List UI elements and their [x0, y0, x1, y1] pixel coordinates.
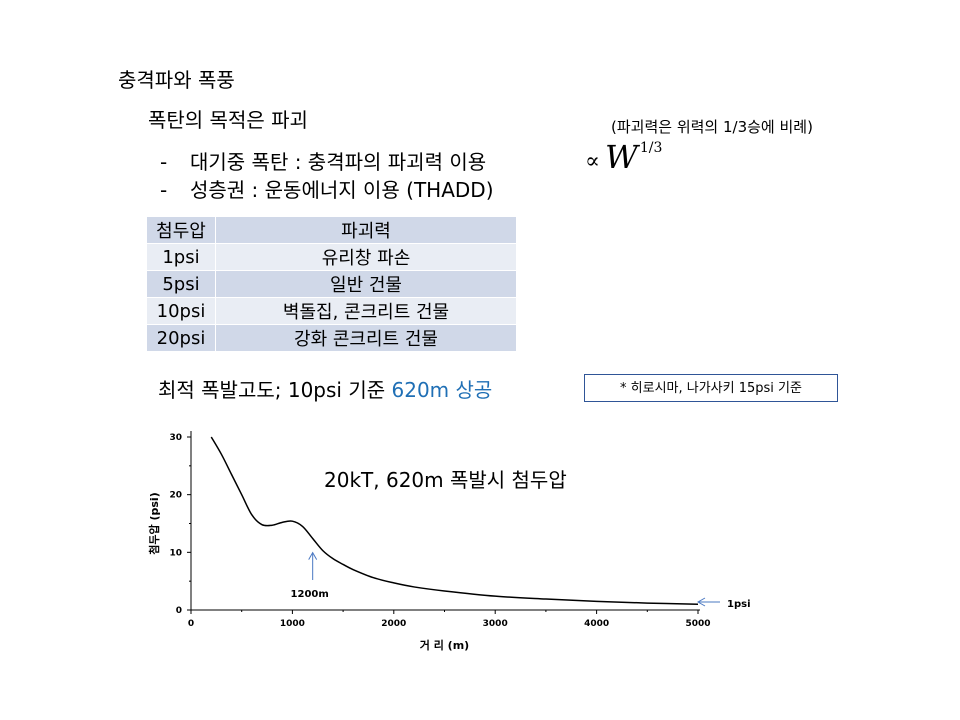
- x-tick-label: 5000: [685, 619, 710, 629]
- chart-annotations: 1200m 1psi: [291, 551, 751, 610]
- bullet-dash: -: [160, 150, 168, 174]
- bullet-item: - 성층권 : 운동에너지 이용 (THADD): [160, 174, 494, 203]
- annotation-arrowhead: [696, 597, 706, 607]
- chart-title: 20kT, 620m 폭발시 첨두압: [324, 468, 567, 492]
- bullet-dash: -: [160, 178, 168, 202]
- bullet-text: 대기중 폭탄 : 충격파의 파괴력 이용: [190, 150, 487, 174]
- annotation-label: 1200m: [291, 589, 329, 600]
- y-tick-label: 10: [169, 548, 182, 558]
- formula-base: W: [604, 138, 638, 176]
- x-tick-label: 4000: [584, 619, 609, 629]
- y-ticks: 0 10 20 30: [169, 433, 191, 616]
- y-tick-label: 30: [169, 433, 182, 443]
- proportion-note: (파괴력은 위력의 1/3승에 비례): [611, 118, 813, 136]
- proportional-symbol: ∝: [585, 149, 600, 174]
- footnote-box: * 히로시마, 나가사키 15psi 기준: [584, 374, 838, 402]
- table-header-cell: 첨두압: [147, 217, 216, 244]
- table-cell: 10psi: [147, 298, 216, 325]
- x-tick-label: 3000: [483, 619, 508, 629]
- table-cell: 5psi: [147, 271, 216, 298]
- x-tick-label: 0: [188, 619, 194, 629]
- optimal-altitude-prefix: 최적 폭발고도; 10psi 기준: [158, 378, 392, 402]
- table-cell: 20psi: [147, 325, 216, 352]
- series-line: [210, 436, 699, 605]
- table-cell: 일반 건물: [216, 271, 517, 298]
- optimal-altitude-text: 최적 폭발고도; 10psi 기준 620m 상공: [158, 374, 492, 403]
- table-row: 1psi 유리창 파손: [147, 244, 517, 271]
- proportional-formula: ∝ W 1/3: [585, 138, 663, 176]
- bullet-text: 성층권 : 운동에너지 이용 (THADD): [190, 178, 494, 202]
- table-row: 5psi 일반 건물: [147, 271, 517, 298]
- slide-title: 충격파와 폭풍: [118, 68, 235, 92]
- y-axis-label: 첨두압 (psi): [147, 492, 161, 554]
- optimal-altitude-highlight: 620m 상공: [391, 378, 493, 402]
- damage-table: 첨두압 파괴력 1psi 유리창 파손 5psi 일반 건물 10psi 벽돌집…: [147, 217, 517, 352]
- annotation-arrowhead: [308, 551, 318, 560]
- table-cell: 1psi: [147, 244, 216, 271]
- y-tick-label: 20: [169, 491, 182, 501]
- y-tick-label: 0: [176, 606, 182, 616]
- formula-exponent: 1/3: [639, 140, 663, 156]
- table-cell: 강화 콘크리트 건물: [216, 325, 517, 352]
- table-header-row: 첨두압 파괴력: [147, 217, 517, 244]
- slide-subtitle: 폭탄의 목적은 파괴: [148, 108, 308, 132]
- table-row: 10psi 벽돌집, 콘크리트 건물: [147, 298, 517, 325]
- x-tick-label: 2000: [381, 619, 406, 629]
- x-ticks: 0 1000 2000 3000 4000 5000: [188, 610, 711, 629]
- annotation-label: 1psi: [727, 599, 751, 610]
- bullet-item: - 대기중 폭탄 : 충격파의 파괴력 이용: [160, 146, 486, 175]
- table-cell: 유리창 파손: [216, 244, 517, 271]
- table-row: 20psi 강화 콘크리트 건물: [147, 325, 517, 352]
- table-cell: 벽돌집, 콘크리트 건물: [216, 298, 517, 325]
- x-axis-label: 거 리 (m): [420, 638, 469, 652]
- table-header-cell: 파괴력: [216, 217, 517, 244]
- x-tick-label: 1000: [280, 619, 305, 629]
